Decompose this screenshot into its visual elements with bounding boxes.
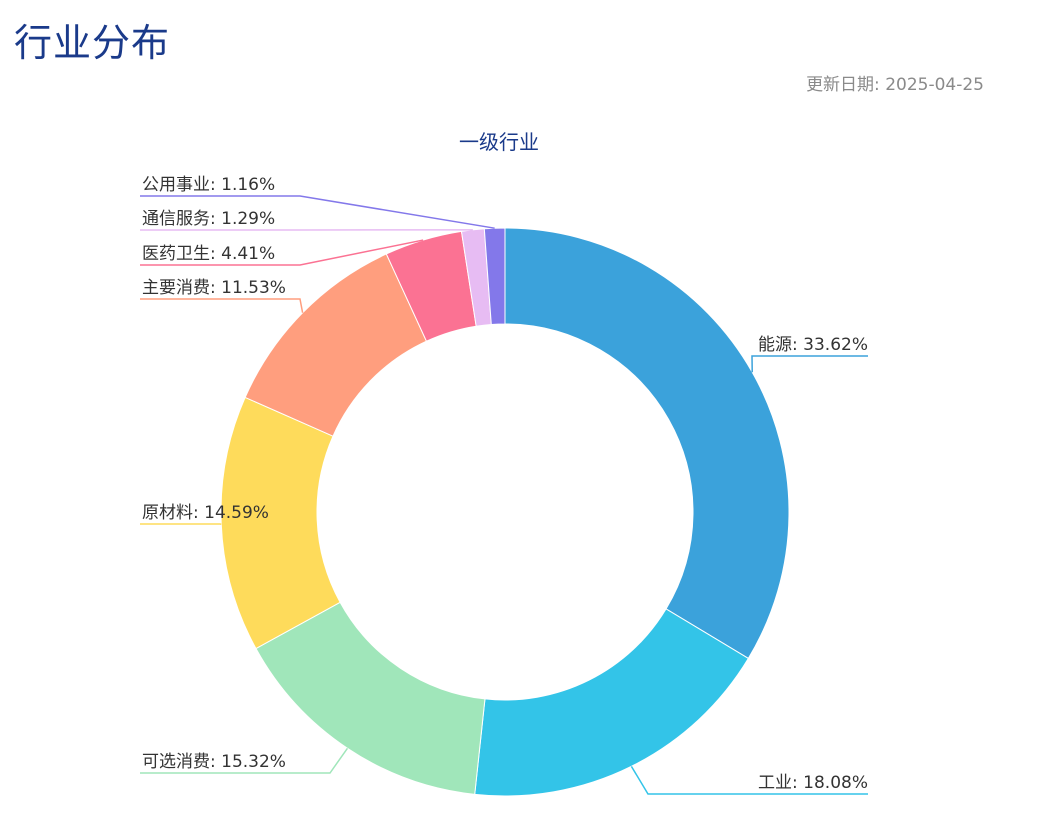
slices-group xyxy=(220,227,790,797)
slice-label-可选消费: 可选消费: 15.32% xyxy=(142,752,286,772)
slice-能源[interactable] xyxy=(504,227,790,660)
leader-line-能源 xyxy=(751,355,868,373)
leader-line-主要消费 xyxy=(140,298,304,313)
leader-line-工业 xyxy=(630,765,868,795)
leader-lines-group xyxy=(140,195,868,795)
slice-labels-group: 能源: 33.62% 工业: 18.08% 可选消费: 15.32% 原材料: 14.… xyxy=(142,175,868,793)
update-date: 更新日期: 2025-04-25 xyxy=(806,75,984,95)
slice-label-医药卫生: 医药卫生: 4.41% xyxy=(142,244,275,264)
slice-工业[interactable] xyxy=(474,608,750,797)
page-title: 行业分布 xyxy=(14,21,171,65)
slice-label-公用事业: 公用事业: 1.16% xyxy=(142,175,275,195)
leader-line-医药卫生 xyxy=(140,239,424,266)
slice-label-能源: 能源: 33.62% xyxy=(758,335,868,355)
slice-label-原材料: 原材料: 14.59% xyxy=(142,503,269,523)
chart-title: 一级行业 xyxy=(459,130,539,154)
slice-label-主要消费: 主要消费: 11.53% xyxy=(142,278,286,298)
slice-label-通信服务: 通信服务: 1.29% xyxy=(142,209,275,229)
slice-可选消费[interactable] xyxy=(255,601,486,795)
leader-line-公用事业 xyxy=(140,195,495,229)
leader-line-可选消费 xyxy=(140,747,349,774)
slice-label-工业: 工业: 18.08% xyxy=(758,773,868,793)
